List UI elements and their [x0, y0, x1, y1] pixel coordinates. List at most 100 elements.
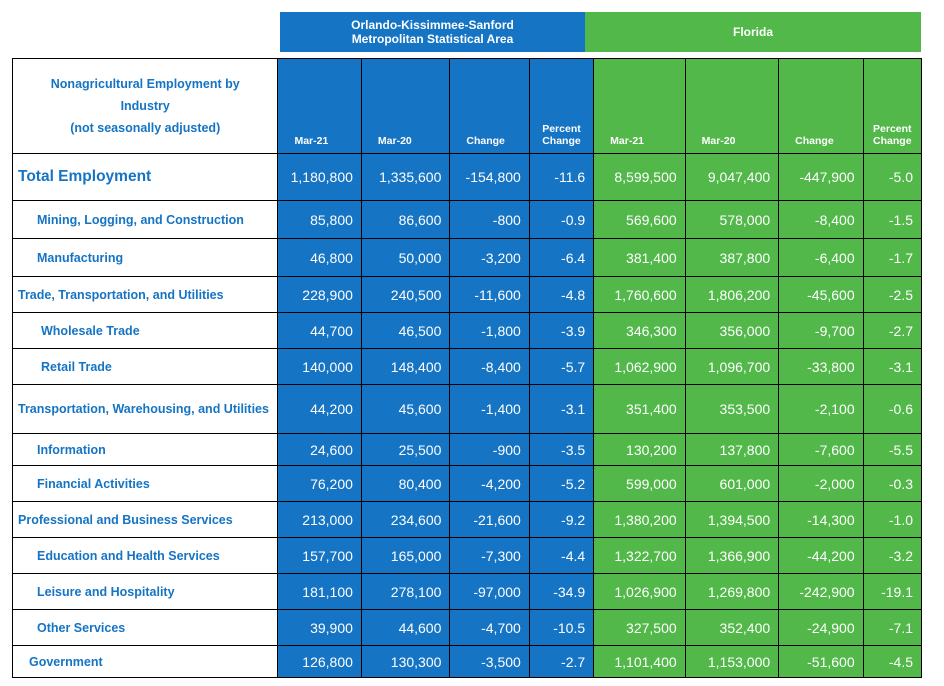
florida-mar20-cell: 356,000 — [684, 312, 780, 349]
florida-mar20-cell: 137,800 — [684, 433, 780, 466]
florida-mar20-cell: 1,366,900 — [684, 537, 780, 574]
table-row: Government 126,800 130,300 -3,500 -2.7 1,101,… — [11, 645, 923, 678]
orlando-mar20-cell: 25,500 — [360, 433, 451, 466]
industry-label: Transportation, Warehousing, and Utiliti… — [11, 384, 279, 434]
florida-mar20-cell: 1,806,200 — [684, 276, 780, 313]
orlando-mar21-cell: 140,000 — [277, 348, 362, 385]
employment-table: Nonagricultural Employment by Industry (… — [11, 58, 923, 678]
col-header-florida-mar20: Mar-20 — [684, 58, 780, 154]
florida-header: Florida — [585, 12, 921, 52]
orlando-percent-change-cell: -0.9 — [528, 200, 595, 239]
orlando-change-cell: -800 — [449, 200, 530, 239]
table-row: Education and Health Services 157,700 165,… — [11, 537, 923, 574]
orlando-percent-change-cell: -4.8 — [528, 276, 595, 313]
florida-mar21-cell: 327,500 — [593, 609, 686, 646]
table-body: Total Employment 1,180,800 1,335,600 -154,8… — [11, 153, 923, 678]
florida-mar21-cell: 1,380,200 — [593, 501, 686, 538]
table-row: Wholesale Trade 44,700 46,500 -1,800 -3.9 346… — [11, 312, 923, 349]
orlando-mar20-cell: 45,600 — [360, 384, 451, 434]
florida-percent-change-cell: -2.7 — [862, 312, 923, 349]
florida-change-cell: -33,800 — [778, 348, 864, 385]
orlando-mar20-cell: 1,335,600 — [360, 153, 451, 201]
florida-percent-change-cell: -5.0 — [862, 153, 923, 201]
florida-mar20-cell: 578,000 — [684, 200, 780, 239]
industry-label: Total Employment — [11, 153, 279, 201]
table-row: Information 24,600 25,500 -900 -3.5 130,200 13… — [11, 433, 923, 466]
table-row: Mining, Logging, and Construction 85,800 8… — [11, 200, 923, 239]
orlando-change-cell: -3,200 — [449, 238, 530, 277]
orlando-percent-change-cell: -2.7 — [528, 645, 595, 678]
table-row: Other Services 39,900 44,600 -4,700 -10.5 327… — [11, 609, 923, 646]
orlando-mar20-cell: 278,100 — [360, 573, 451, 610]
florida-mar20-cell: 601,000 — [684, 465, 780, 502]
orlando-percent-change-cell: -5.2 — [528, 465, 595, 502]
orlando-percent-change-cell: -9.2 — [528, 501, 595, 538]
orlando-percent-change-cell: -11.6 — [528, 153, 595, 201]
orlando-mar20-cell: 148,400 — [360, 348, 451, 385]
orlando-change-cell: -154,800 — [449, 153, 530, 201]
col-header-orlando-change: Change — [449, 58, 530, 154]
florida-mar21-cell: 599,000 — [593, 465, 686, 502]
florida-percent-change-cell: -4.5 — [862, 645, 923, 678]
florida-mar20-cell: 352,400 — [684, 609, 780, 646]
table-row: Leisure and Hospitality 181,100 278,100 -97… — [11, 573, 923, 610]
florida-percent-change-cell: -5.5 — [862, 433, 923, 466]
orlando-mar21-cell: 181,100 — [277, 573, 362, 610]
florida-change-cell: -242,900 — [778, 573, 864, 610]
industry-label: Education and Health Services — [11, 537, 279, 574]
orlando-change-cell: -4,700 — [449, 609, 530, 646]
industry-label: Trade, Transportation, and Utilities — [11, 276, 279, 313]
orlando-percent-change-cell: -4.4 — [528, 537, 595, 574]
florida-change-cell: -51,600 — [778, 645, 864, 678]
industry-label: Mining, Logging, and Construction — [11, 200, 279, 239]
industry-label: Leisure and Hospitality — [11, 573, 279, 610]
col-header-orlando-mar21: Mar-21 — [277, 58, 362, 154]
florida-percent-change-cell: -1.7 — [862, 238, 923, 277]
florida-header-label: Florida — [732, 25, 773, 39]
florida-change-cell: -7,600 — [778, 433, 864, 466]
table-row: Trade, Transportation, and Utilities 228,… — [11, 276, 923, 313]
orlando-mar20-cell: 240,500 — [360, 276, 451, 313]
employment-table-wrapper: Nonagricultural Employment by Industry (… — [11, 58, 923, 678]
table-row: Manufacturing 46,800 50,000 -3,200 -6.4 381,4… — [11, 238, 923, 277]
florida-change-cell: -447,900 — [778, 153, 864, 201]
table-row: Financial Activities 76,200 80,400 -4,200 -5… — [11, 465, 923, 502]
orlando-mar21-cell: 157,700 — [277, 537, 362, 574]
florida-mar21-cell: 569,600 — [593, 200, 686, 239]
florida-percent-change-cell: -7.1 — [862, 609, 923, 646]
florida-change-cell: -24,900 — [778, 609, 864, 646]
industry-label: Financial Activities — [11, 465, 279, 502]
column-header-row: Nonagricultural Employment by Industry (… — [11, 58, 923, 154]
orlando-percent-change-cell: -34.9 — [528, 573, 595, 610]
table-row: Transportation, Warehousing, and Utiliti… — [11, 384, 923, 434]
industry-label: Retail Trade — [11, 348, 279, 385]
industry-label: Professional and Business Services — [11, 501, 279, 538]
orlando-percent-change-cell: -3.5 — [528, 433, 595, 466]
orlando-mar21-cell: 126,800 — [277, 645, 362, 678]
orlando-change-cell: -900 — [449, 433, 530, 466]
orlando-mar20-cell: 86,600 — [360, 200, 451, 239]
industry-label: Other Services — [11, 609, 279, 646]
industry-label: Government — [11, 645, 279, 678]
col-header-orlando-mar20: Mar-20 — [360, 58, 451, 154]
florida-change-cell: -2,100 — [778, 384, 864, 434]
col-header-florida-change: Change — [778, 58, 864, 154]
florida-mar21-cell: 1,760,600 — [593, 276, 686, 313]
florida-change-cell: -2,000 — [778, 465, 864, 502]
florida-percent-change-cell: -3.1 — [862, 348, 923, 385]
orlando-change-cell: -8,400 — [449, 348, 530, 385]
florida-percent-change-cell: -0.6 — [862, 384, 923, 434]
orlando-mar21-cell: 24,600 — [277, 433, 362, 466]
industry-label: Information — [11, 433, 279, 466]
orlando-percent-change-cell: -3.9 — [528, 312, 595, 349]
table-row: Professional and Business Services 213,00… — [11, 501, 923, 538]
orlando-change-cell: -3,500 — [449, 645, 530, 678]
orlando-mar20-cell: 165,000 — [360, 537, 451, 574]
florida-mar21-cell: 351,400 — [593, 384, 686, 434]
col-header-orlando-percent: Percent Change — [528, 58, 595, 154]
florida-change-cell: -9,700 — [778, 312, 864, 349]
orlando-mar20-cell: 50,000 — [360, 238, 451, 277]
orlando-mar20-cell: 44,600 — [360, 609, 451, 646]
florida-mar20-cell: 353,500 — [684, 384, 780, 434]
florida-percent-change-cell: -19.1 — [862, 573, 923, 610]
